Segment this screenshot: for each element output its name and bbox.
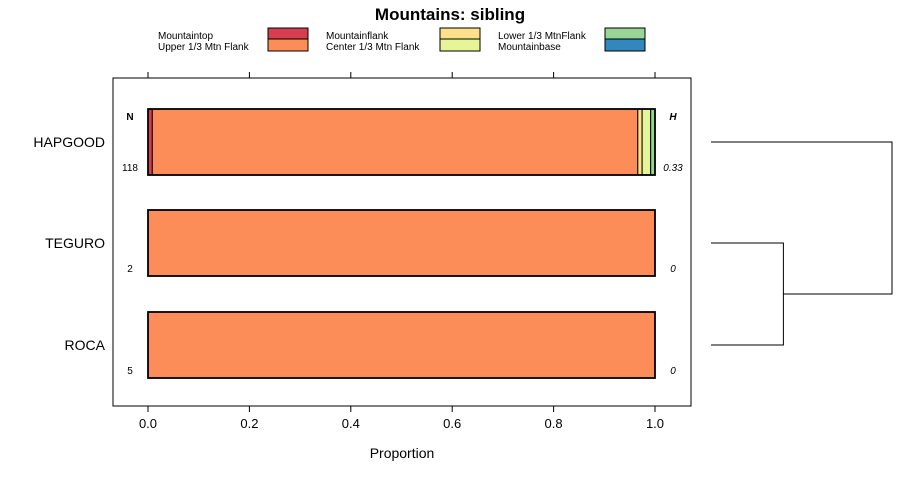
bar-segment xyxy=(151,108,639,176)
legend-swatch-center-1-3-mtn-flank xyxy=(439,38,481,52)
bars xyxy=(147,108,656,379)
bar-segment xyxy=(637,108,643,176)
h-value: 0 xyxy=(670,366,676,377)
legend-label-mountaintop: Mountaintop xyxy=(158,31,213,42)
h-value: 0.33 xyxy=(663,163,683,174)
legend-swatch-mountainflank xyxy=(439,27,481,41)
x-tick-label: 0.4 xyxy=(342,416,360,431)
legend-swatch-upper-1-3-mtn-flank xyxy=(267,38,309,52)
h-value: 0 xyxy=(670,264,676,275)
x-tick-label: 0.2 xyxy=(240,416,258,431)
x-tick-label: 0.8 xyxy=(545,416,563,431)
plot-frame xyxy=(112,77,692,407)
n-value: 118 xyxy=(122,163,138,174)
x-tick-label: 1.0 xyxy=(646,416,664,431)
chart-title: Mountains: sibling xyxy=(375,5,525,24)
n-value: 2 xyxy=(127,264,133,275)
h-header: H xyxy=(669,112,677,123)
row-label-hapgood: HAPGOOD xyxy=(33,134,105,150)
dendrogram xyxy=(711,141,893,346)
legend-swatch-lower-1-3-mtnflank xyxy=(604,27,646,41)
legend-label-center-1-3-mtn-flank: Center 1/3 Mtn Flank xyxy=(326,42,420,53)
row-label-roca: ROCA xyxy=(65,337,106,353)
dendrogram-branch-teguro-roca xyxy=(711,242,784,346)
n-header: N xyxy=(126,112,133,123)
n-h-annotations: N H 118 0.33 2 0 5 0 xyxy=(122,112,683,377)
n-value: 5 xyxy=(127,366,133,377)
bar-outline xyxy=(147,108,656,176)
x-axis: 0.0 0.2 0.4 0.6 0.8 1.0 xyxy=(139,72,664,431)
x-tick-label: 0.0 xyxy=(139,416,157,431)
bar-segment xyxy=(147,209,656,277)
legend-label-mountainbase: Mountainbase xyxy=(498,42,561,53)
bar-segment xyxy=(641,108,652,176)
dendrogram-branch-root xyxy=(711,141,893,295)
bar-outline xyxy=(147,311,656,379)
x-axis-label: Proportion xyxy=(370,445,435,461)
bar-outline xyxy=(147,209,656,277)
bar-segment xyxy=(147,311,656,379)
row-labels: HAPGOOD TEGURO ROCA xyxy=(33,134,105,353)
legend-swatch-mountaintop xyxy=(267,27,309,41)
legend-label-lower-1-3-mtnflank: Lower 1/3 MtnFlank xyxy=(498,31,587,42)
legend-swatch-mountainbase xyxy=(604,38,646,52)
legend-label-upper-1-3-mtn-flank: Upper 1/3 Mtn Flank xyxy=(158,42,250,53)
x-tick-label: 0.6 xyxy=(443,416,461,431)
row-label-teguro: TEGURO xyxy=(45,235,105,251)
legend-label-mountainflank: Mountainflank xyxy=(326,31,389,42)
